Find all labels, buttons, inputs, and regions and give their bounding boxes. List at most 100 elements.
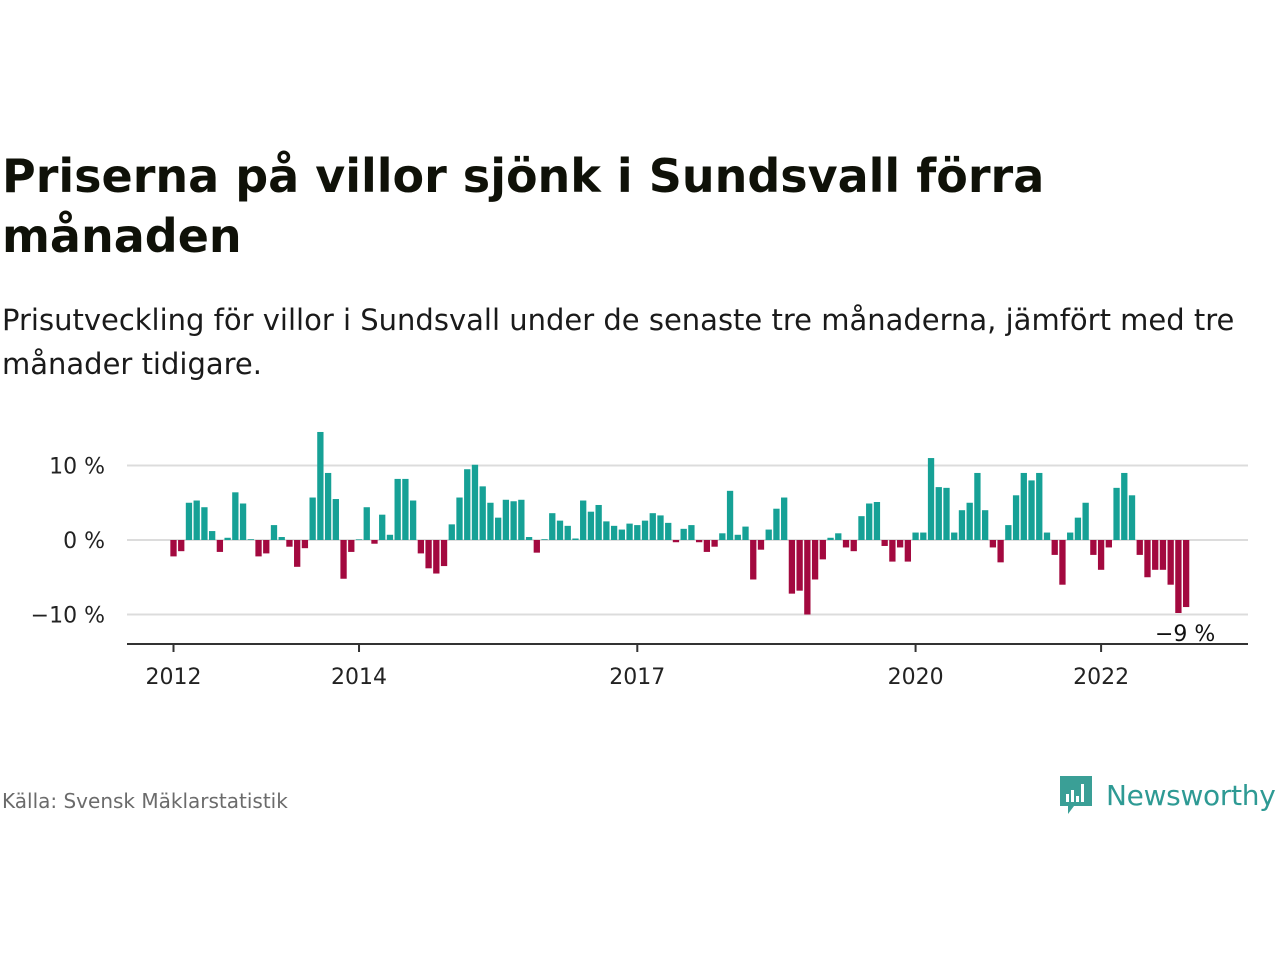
bar [804, 540, 811, 615]
bar-chart: 10 % 0 % −10 % 2012 2014 2017 2020 2022 −9 % [31, 431, 1248, 690]
bar [866, 503, 873, 540]
bar [201, 507, 208, 540]
bar [464, 469, 471, 540]
bar [773, 508, 780, 540]
bar [912, 532, 919, 540]
bar [626, 523, 633, 540]
bar [811, 540, 819, 580]
bar [680, 528, 687, 540]
bar [1175, 540, 1182, 614]
chart-title: Priserna på villor sjönk i Sundsvall för… [2, 149, 1045, 263]
bar [966, 502, 973, 540]
bar [1152, 540, 1159, 570]
bar [193, 500, 200, 540]
bar [402, 478, 409, 540]
bar [425, 540, 432, 569]
bar [1074, 517, 1082, 540]
bar [239, 503, 247, 540]
bar [920, 532, 927, 540]
bar [386, 534, 394, 540]
bar [1067, 532, 1074, 540]
bar [842, 540, 850, 548]
bar [324, 472, 332, 540]
bar [1159, 540, 1167, 570]
bar [657, 515, 664, 540]
bar [394, 478, 401, 540]
y-axis: 10 % 0 % −10 % [31, 455, 105, 629]
bar [1059, 540, 1066, 585]
bar [379, 514, 386, 540]
bar [1113, 487, 1120, 540]
y-tick-label: 10 % [49, 455, 105, 480]
bar [232, 492, 239, 540]
bar [1136, 540, 1143, 555]
bar [572, 538, 579, 540]
bar [781, 497, 788, 540]
bar [456, 497, 463, 540]
bar [1182, 540, 1190, 608]
bar [587, 511, 595, 540]
bar [1036, 472, 1043, 540]
bar [332, 499, 339, 540]
bar [549, 513, 556, 540]
x-axis: 2012 2014 2017 2020 2022 [127, 643, 1248, 690]
bar [750, 540, 757, 580]
bar [556, 520, 564, 540]
bar [889, 540, 896, 562]
bar [997, 540, 1004, 563]
newsworthy-logo-icon [1060, 776, 1092, 814]
bar [665, 522, 672, 540]
bar [935, 487, 942, 540]
bar [951, 532, 958, 540]
bar [1082, 502, 1089, 540]
bar [1121, 472, 1128, 540]
bar [672, 540, 680, 543]
source-note: Källa: Svensk Mäklarstatistik [2, 789, 288, 813]
bar [858, 516, 865, 540]
y-tick-label: −10 % [31, 604, 105, 629]
bar [719, 533, 726, 540]
bar [788, 540, 796, 594]
bar [309, 497, 316, 540]
bar [1097, 540, 1105, 570]
bar [1028, 480, 1035, 540]
bar [1005, 525, 1012, 540]
bar [580, 500, 587, 540]
bar [726, 490, 734, 540]
bar [541, 539, 548, 540]
bar [525, 537, 533, 540]
bar [603, 521, 610, 541]
bar [479, 486, 486, 540]
bar [1043, 532, 1051, 540]
bar [765, 529, 772, 540]
bar [502, 499, 510, 540]
bar [927, 458, 935, 540]
bar [371, 540, 378, 544]
bar [649, 513, 656, 540]
bar [471, 464, 479, 540]
bar [695, 540, 703, 543]
bar [255, 540, 262, 557]
bar [796, 540, 803, 591]
bar [340, 540, 347, 579]
bar [703, 540, 711, 552]
bar [881, 540, 888, 546]
bar [178, 540, 185, 552]
bar [448, 524, 455, 540]
bar [440, 540, 448, 567]
y-tick-label: 0 % [63, 529, 105, 554]
bar [989, 540, 997, 548]
bar [487, 502, 494, 540]
bar [224, 537, 231, 540]
bar [363, 507, 370, 540]
bar [355, 539, 363, 540]
chart-subtitle: Prisutveckling för villor i Sundsvall un… [2, 303, 1235, 381]
bar [278, 537, 285, 540]
bar [835, 533, 842, 540]
bar [1020, 472, 1027, 540]
bar [510, 501, 517, 540]
bar [247, 539, 254, 540]
bar [982, 510, 989, 540]
bar [711, 540, 718, 547]
x-tick-label: 2020 [888, 665, 944, 690]
